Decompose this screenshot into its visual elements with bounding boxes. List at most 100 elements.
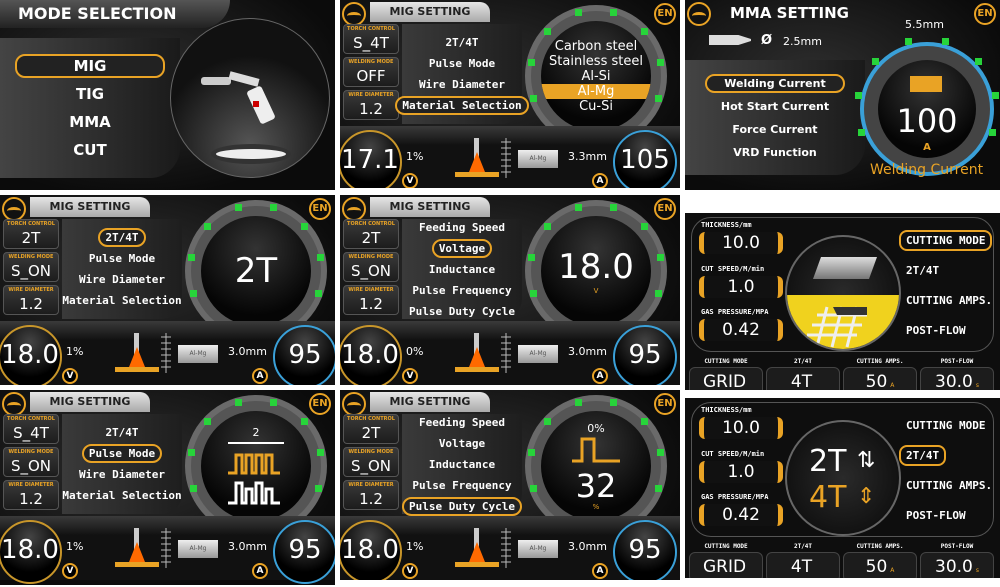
current-knob[interactable]: 95 <box>613 520 677 580</box>
material-option[interactable]: Al-Mg <box>541 83 651 99</box>
param-value[interactable]: 1.0 <box>699 461 783 483</box>
language-button[interactable]: EN <box>309 198 331 220</box>
menu-item[interactable]: Pulse Duty Cycle <box>402 496 522 516</box>
bottom-value: GRID <box>702 557 747 577</box>
param-value[interactable]: 10.0 <box>699 417 783 439</box>
value-dial[interactable]: 18.0 V <box>525 200 667 342</box>
wire-diameter-box[interactable]: WIRE DIAMETER 1.2 <box>343 285 399 315</box>
wire-diameter-box[interactable]: WIRE DIAMETER 1.2 <box>3 480 59 510</box>
menu-item[interactable]: Wire Diameter <box>78 468 166 481</box>
welding-arc-icon <box>455 333 499 372</box>
current-knob[interactable]: 95 <box>273 520 335 584</box>
mode-item-mma[interactable]: MMA <box>69 113 111 131</box>
voltage-knob[interactable]: 18.0 <box>0 520 62 584</box>
bottom-value-box[interactable]: 4T <box>766 367 840 390</box>
wire-diameter-box[interactable]: WIRE DIAMETER 1.2 <box>343 480 399 510</box>
dial-tick <box>640 222 648 230</box>
param-value[interactable]: 0.42 <box>699 504 783 526</box>
cut-menu-item[interactable]: 2T/4T <box>906 264 940 277</box>
bottom-value-box[interactable]: GRID <box>689 367 763 390</box>
cut-menu-item[interactable]: CUTTING AMPS. <box>906 479 993 492</box>
bottom-value-box[interactable]: 30.0 s <box>920 367 994 390</box>
param-value[interactable]: 10.0 <box>699 232 783 254</box>
voltage-knob[interactable]: 17.1 <box>340 130 402 188</box>
logo-icon <box>342 2 366 26</box>
param-value[interactable]: 0.42 <box>699 319 783 341</box>
bottom-value-box[interactable]: 50 A <box>843 367 917 390</box>
cut-menu-item[interactable]: POST-FLOW <box>906 509 966 522</box>
menu-item[interactable]: Pulse Frequency <box>412 283 512 297</box>
material-option[interactable]: Al-Si <box>581 68 611 84</box>
page-title: MMA SETTING <box>730 4 849 22</box>
welding-mode-box[interactable]: WELDING MODE S_ON <box>343 447 399 477</box>
menu-item[interactable]: Material Selection <box>395 96 529 115</box>
material-option[interactable]: Cu-Si <box>579 98 613 114</box>
value-dial[interactable]: Carbon steel Stainless steel Al-Si Al-Mg Cu-… <box>525 5 667 147</box>
menu-item[interactable]: Wire Diameter <box>418 78 506 91</box>
torch-control-box[interactable]: TORCH CONTROL S_4T <box>3 414 59 444</box>
value-dial[interactable]: 2 <box>185 395 327 537</box>
current-knob[interactable]: 95 <box>613 325 677 385</box>
torch-control-label: TORCH CONTROL <box>7 416 55 422</box>
voltage-knob[interactable]: 18.0 <box>340 325 402 385</box>
menu-item[interactable]: Pulse Frequency <box>412 478 512 492</box>
voltage-knob[interactable]: 18.0 <box>0 325 62 385</box>
language-button[interactable]: EN <box>654 3 676 25</box>
current-knob[interactable]: 105 <box>613 130 677 188</box>
material-option[interactable]: Stainless steel <box>549 53 643 69</box>
torch-control-box[interactable]: TORCH CONTROL 2T <box>3 219 59 249</box>
wire-diameter-label: WIRE DIAMETER <box>8 482 54 488</box>
menu-item[interactable]: 2T/4T <box>98 228 146 247</box>
voltage-knob[interactable]: 18.0 <box>340 520 402 580</box>
menu-item[interactable]: Feeding Speed <box>418 415 506 429</box>
cut-menu-item[interactable]: 2T/4T <box>899 445 947 466</box>
menu-item[interactable]: Material Selection <box>62 294 182 307</box>
bottom-value-box[interactable]: 30.0 s <box>920 552 994 578</box>
welding-mode-box[interactable]: WELDING MODE S_ON <box>3 252 59 282</box>
param-value[interactable]: 1.0 <box>699 276 783 298</box>
mma-menu-item[interactable]: Force Current <box>732 122 818 136</box>
menu-item[interactable]: Pulse Mode <box>81 444 163 463</box>
mma-menu-item[interactable]: Hot Start Current <box>720 99 830 113</box>
cut-menu-item[interactable]: POST-FLOW <box>906 324 966 337</box>
menu-item[interactable]: Pulse Mode <box>88 252 156 265</box>
menu-item[interactable]: Inductance <box>428 457 496 471</box>
menu-item[interactable]: Inductance <box>428 262 496 276</box>
language-button[interactable]: EN <box>974 3 996 25</box>
bottom-value-box[interactable]: GRID <box>689 552 763 578</box>
mma-menu-item[interactable]: VRD Function <box>733 145 817 159</box>
menu-item[interactable]: Pulse Duty Cycle <box>409 304 515 318</box>
language-button[interactable]: EN <box>654 393 676 415</box>
wire-diameter-box[interactable]: WIRE DIAMETER 1.2 <box>3 285 59 315</box>
mma-menu-item[interactable]: Welding Current <box>705 73 845 93</box>
cut-menu-item[interactable]: CUTTING AMPS. <box>906 294 993 307</box>
arrows-converge-icon: ⇕ <box>857 484 876 509</box>
torch-control-box[interactable]: TORCH CONTROL 2T <box>343 414 399 444</box>
welding-mode-box[interactable]: WELDING MODE OFF <box>343 57 399 87</box>
welding-mode-box[interactable]: WELDING MODE S_ON <box>3 447 59 477</box>
menu-item[interactable]: Feeding Speed <box>418 220 506 234</box>
mode-item-mig[interactable]: MIG <box>15 54 165 78</box>
mode-item-cut[interactable]: CUT <box>73 141 107 159</box>
menu-item[interactable]: 2T/4T <box>105 426 139 439</box>
welding-mode-box[interactable]: WELDING MODE S_ON <box>343 252 399 282</box>
torch-control-box[interactable]: TORCH CONTROL 2T <box>343 219 399 249</box>
language-button[interactable]: EN <box>309 393 331 415</box>
menu-item[interactable]: Voltage <box>438 436 486 450</box>
torch-control-box[interactable]: TORCH CONTROL S_4T <box>343 24 399 54</box>
bottom-value-box[interactable]: 4T <box>766 552 840 578</box>
material-option[interactable]: Carbon steel <box>554 38 638 54</box>
language-button[interactable]: EN <box>654 198 676 220</box>
menu-item[interactable]: Pulse Mode <box>428 57 496 70</box>
menu-item[interactable]: 2T/4T <box>445 36 479 49</box>
bottom-value-box[interactable]: 50 A <box>843 552 917 578</box>
cut-menu-item[interactable]: CUTTING MODE <box>899 230 993 251</box>
menu-item[interactable]: Voltage <box>431 238 493 258</box>
menu-item[interactable]: Wire Diameter <box>78 273 166 286</box>
wire-diameter-box[interactable]: WIRE DIAMETER 1.2 <box>343 90 399 120</box>
dial-tick <box>527 449 535 457</box>
mode-item-tig[interactable]: TIG <box>75 85 105 103</box>
cut-menu-item[interactable]: CUTTING MODE <box>906 419 986 432</box>
current-knob[interactable]: 95 <box>273 325 335 385</box>
menu-item[interactable]: Material Selection <box>62 489 182 502</box>
